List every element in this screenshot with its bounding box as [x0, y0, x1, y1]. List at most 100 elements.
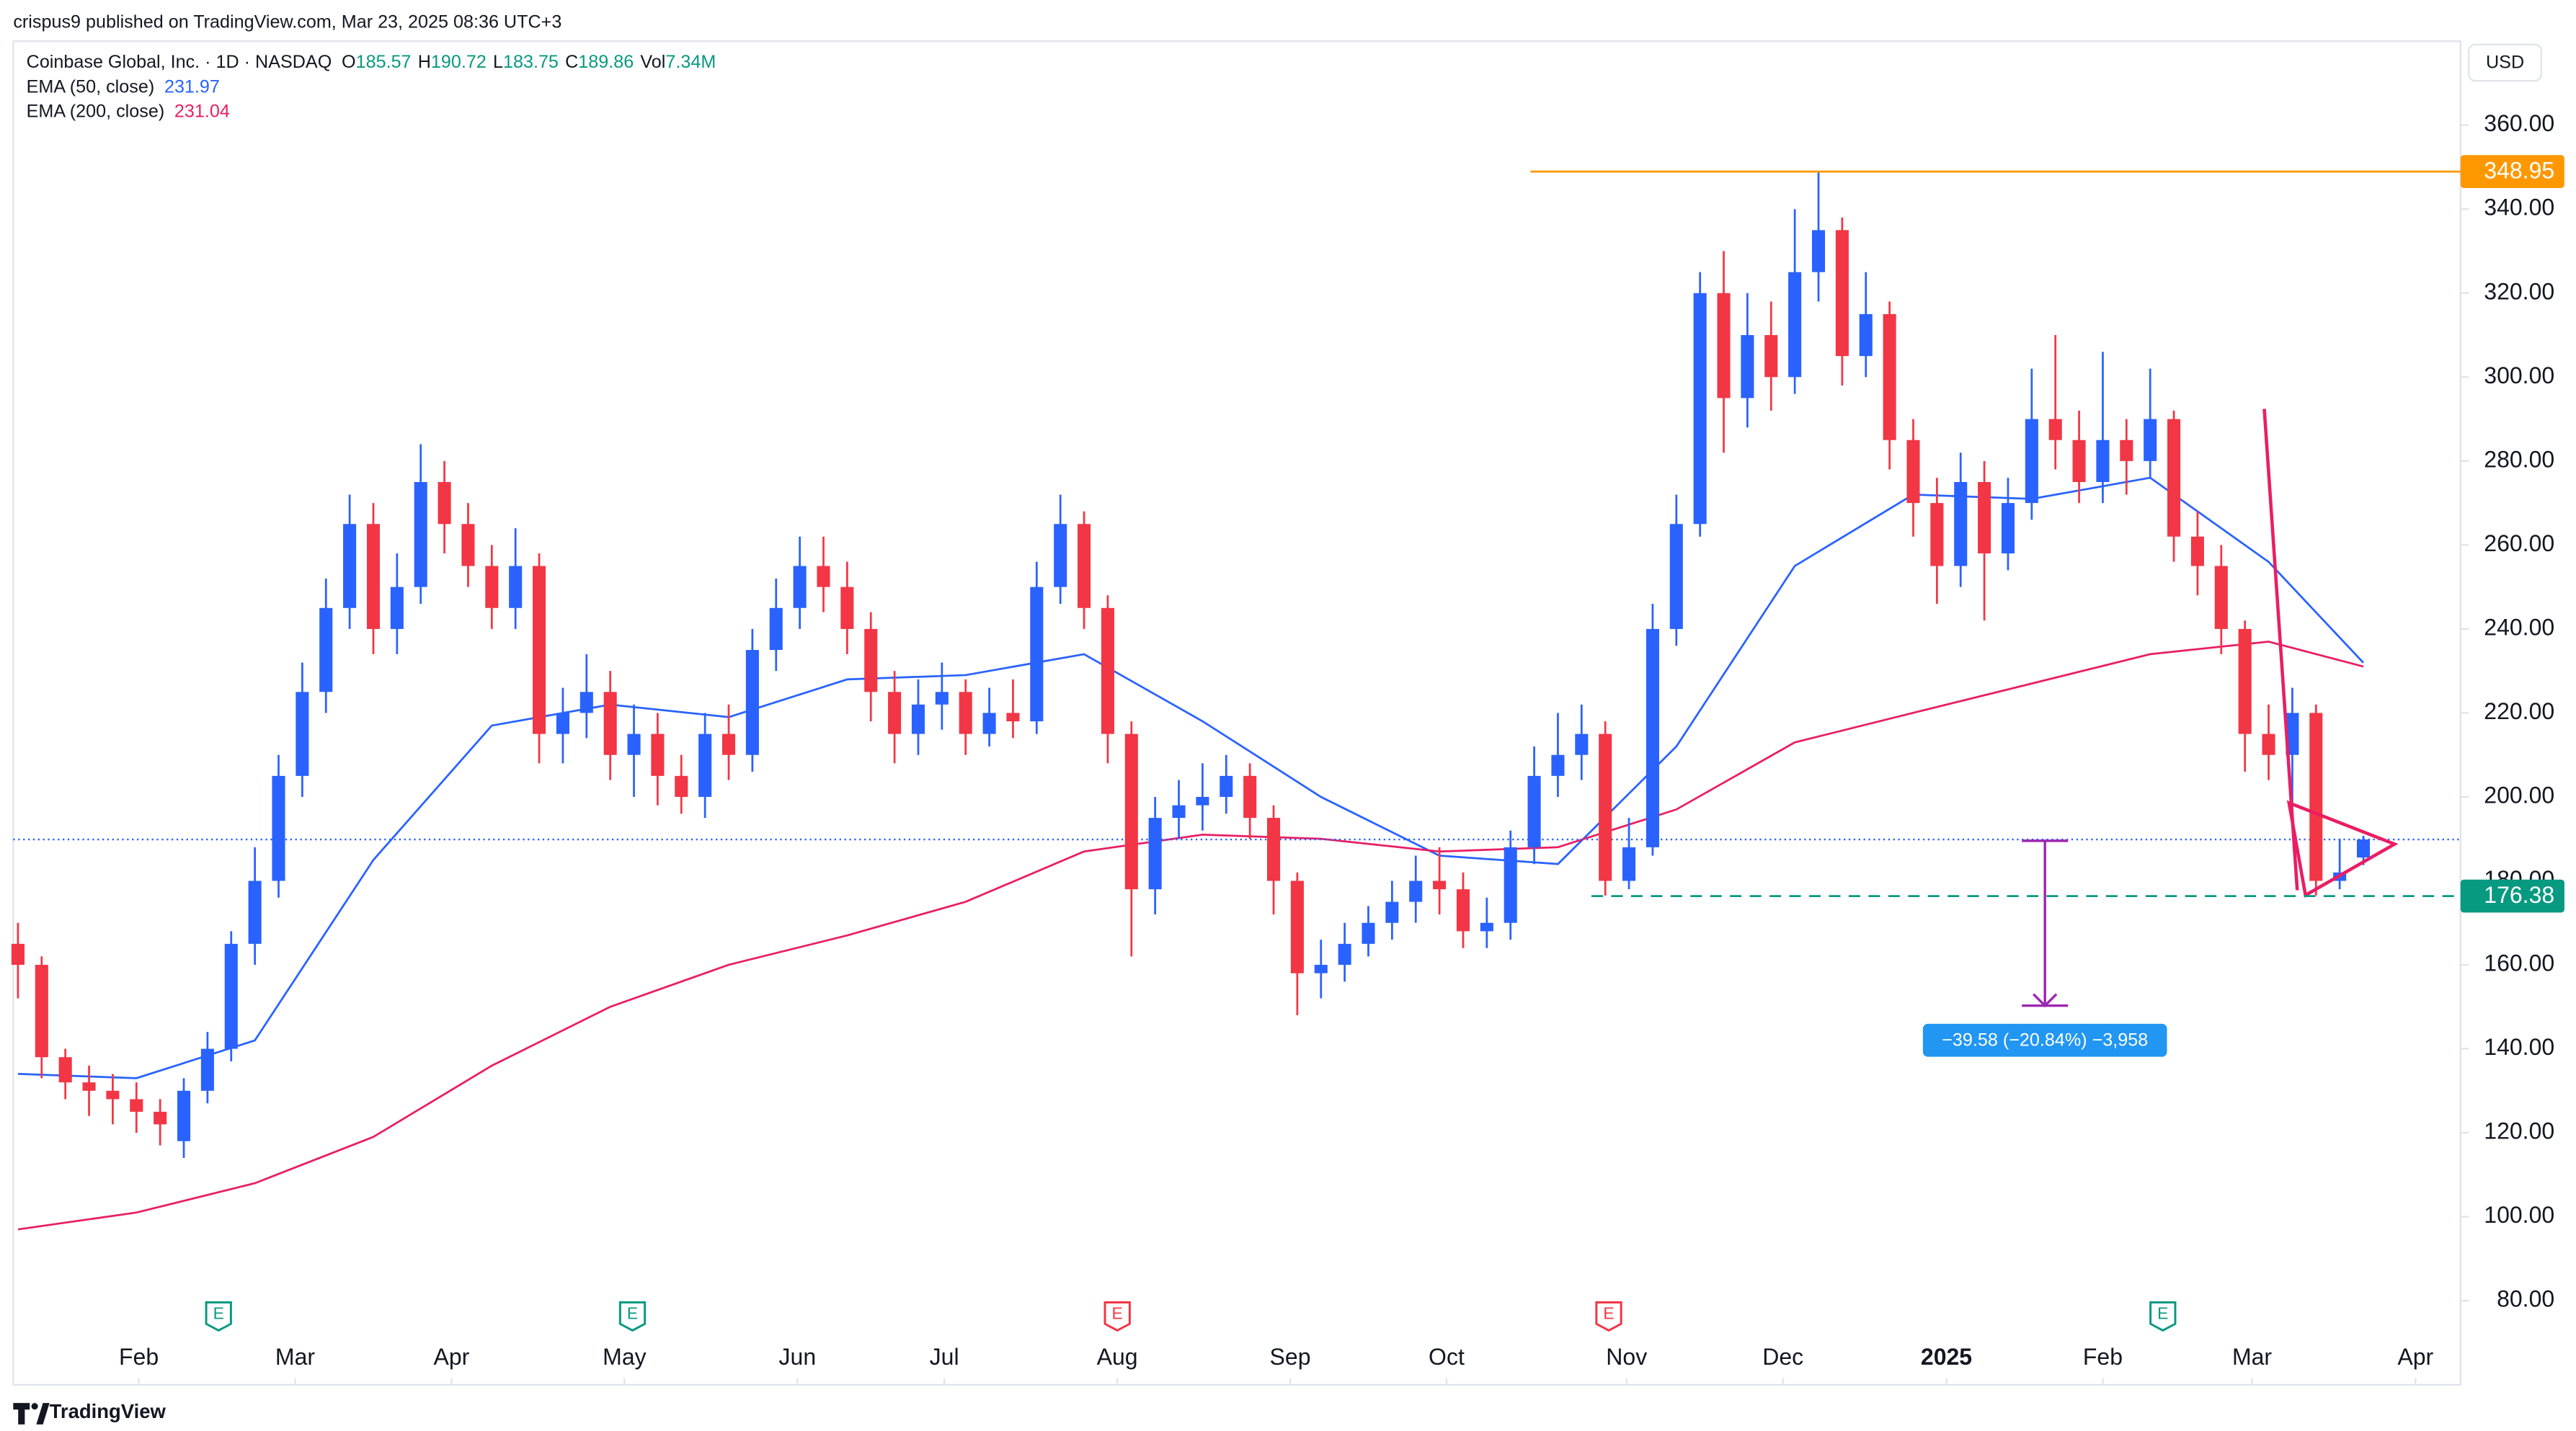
candle-body [35, 965, 48, 1058]
ohlc-letter: L [493, 52, 503, 72]
candle-body [58, 1057, 72, 1083]
candle-body [82, 1082, 96, 1091]
candle-body [11, 943, 25, 966]
legend-label: EMA (50, close) [27, 76, 155, 97]
y-tick-label: 300.00 [2484, 362, 2554, 388]
x-tick-label: Aug [1097, 1344, 1138, 1370]
measure-arrow [2032, 993, 2058, 1008]
candle-body [2214, 566, 2228, 629]
currency-box[interactable] [2468, 43, 2543, 82]
candle-body [1054, 524, 1067, 587]
close-value: 189.86 [578, 52, 634, 72]
candle-body [1859, 313, 1873, 357]
ema-legend: EMA (200, close) 231.04 [27, 101, 230, 121]
y-tick-label: 160.00 [2484, 950, 2554, 976]
x-tick-label: Feb [2083, 1344, 2123, 1370]
candle-body [651, 734, 665, 776]
candle-body [1409, 881, 1423, 902]
candle-body [1338, 943, 1351, 966]
candle-body [1883, 313, 1896, 440]
earnings-badge [1595, 1301, 1622, 1332]
y-tick-label: 240.00 [2484, 614, 2554, 640]
candle-body [1788, 272, 1802, 378]
candle-body [1575, 734, 1589, 755]
candle-body [1148, 818, 1162, 890]
level-box [2460, 155, 2564, 188]
candle-body [1527, 775, 1541, 847]
footer-brand: TradingView [50, 1400, 166, 1422]
x-tick-label: Mar [2232, 1344, 2272, 1370]
candle-body [1551, 754, 1565, 776]
y-tick-label: 80.00 [2497, 1286, 2554, 1312]
ema-line [17, 476, 2365, 1079]
candle-body [793, 566, 807, 608]
x-tick-label: Mar [275, 1344, 315, 1370]
candle-body [485, 566, 499, 608]
candle-body [130, 1099, 143, 1112]
symbol: Coinbase Global, Inc. · 1D · NASDAQ [27, 52, 332, 72]
candle-body [1362, 922, 1375, 944]
candle-body [911, 704, 925, 734]
symbol-legend: Coinbase Global, Inc. · 1D · NASDAQ O185.… [27, 52, 716, 72]
candle-body [2167, 419, 2181, 537]
logo-mark [36, 1403, 50, 1425]
candle-body [2356, 839, 2371, 858]
currency: USD [2486, 53, 2524, 73]
candle-body [1196, 796, 1209, 806]
candle-body [1930, 503, 1944, 566]
candle-body [840, 587, 854, 629]
candle-body [959, 692, 972, 734]
y-tick-label: 220.00 [2484, 698, 2554, 724]
candle-body [1717, 293, 1731, 398]
candle-body [864, 628, 878, 692]
candle-body [1764, 335, 1778, 378]
candle-body [675, 775, 688, 797]
candle-body [2072, 440, 2086, 482]
candle-body [1266, 818, 1281, 881]
candle-body [1385, 901, 1399, 923]
candle-body [2120, 440, 2133, 461]
x-tick-label: 2025 [1921, 1344, 1972, 1370]
logo-mark [13, 1403, 30, 1425]
candle-body [1006, 713, 1020, 722]
earnings-badge [2149, 1301, 2177, 1332]
candle-body [461, 524, 475, 566]
candle-body [769, 607, 783, 651]
y-tick-label: 100.00 [2484, 1202, 2554, 1228]
measure-box [1922, 1023, 2167, 1057]
candle-body [296, 692, 309, 776]
triangle-pattern [2286, 800, 2399, 898]
ema-legend: EMA (50, close) 231.97 [27, 76, 220, 97]
level-box [2460, 879, 2564, 913]
y-tick-label: 260.00 [2484, 530, 2554, 556]
candle-body [1622, 847, 1636, 881]
candle-body [366, 524, 381, 629]
y-tick-label: 120.00 [2484, 1118, 2554, 1144]
x-tick-label: Jun [779, 1344, 817, 1370]
candle-body [1124, 734, 1138, 890]
ohlc-letter: O [342, 52, 356, 72]
x-tick-label: Apr [2397, 1344, 2433, 1370]
volume-value: 7.34M [665, 52, 716, 72]
candle-body [935, 692, 949, 705]
x-tick-label: Oct [1429, 1344, 1465, 1370]
candle-body [1978, 481, 1991, 554]
candle-body [224, 943, 238, 1049]
level-label: 348.95 [2484, 158, 2554, 184]
candle-body [1835, 230, 1849, 357]
y-tick-label: 320.00 [2484, 278, 2554, 304]
candle-body [414, 481, 427, 587]
candle-body [154, 1111, 167, 1125]
level-label: 176.38 [2484, 882, 2554, 908]
author-line: crispus9 published on TradingView.com, M… [13, 12, 561, 32]
footer-logo [13, 1403, 50, 1425]
candle-body [1220, 775, 1233, 797]
candle-body [533, 566, 546, 734]
candle-body [1954, 481, 1968, 566]
candle-body [817, 566, 830, 587]
open-value: 185.57 [356, 52, 412, 72]
candle-body [1314, 965, 1328, 973]
earnings-label: E [213, 1304, 224, 1323]
earnings-badge [618, 1301, 647, 1332]
